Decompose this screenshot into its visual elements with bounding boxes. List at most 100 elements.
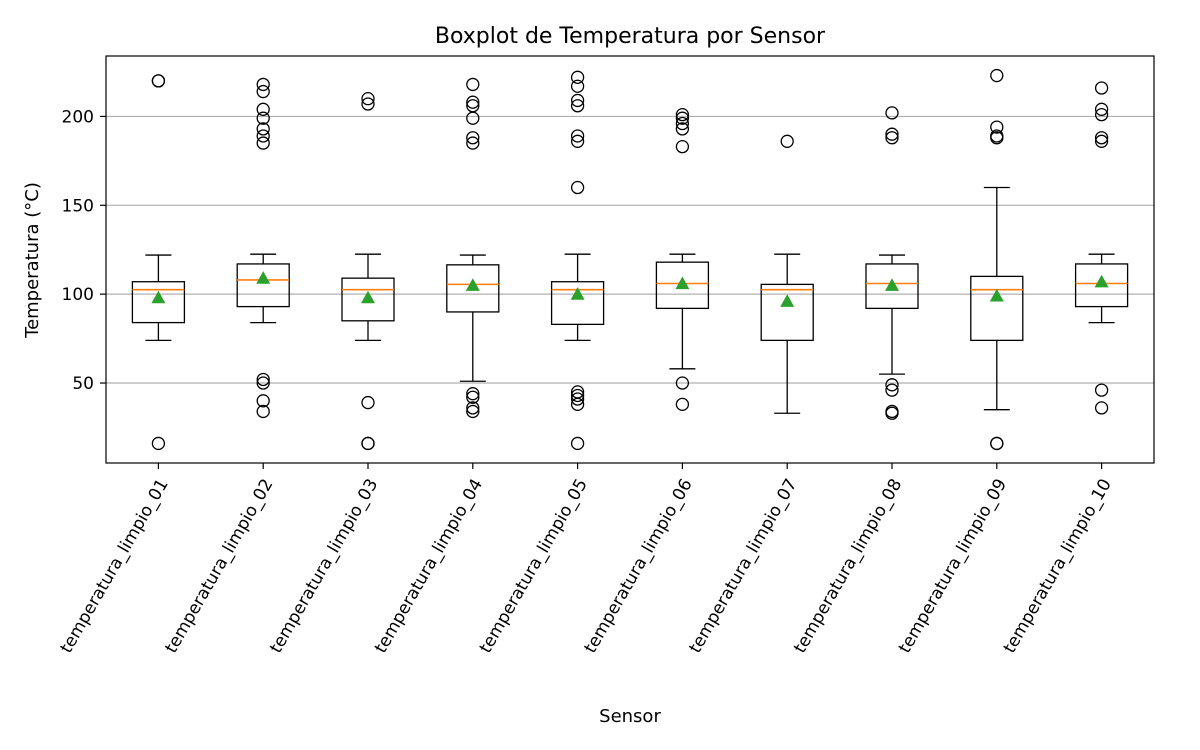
outlier-point [675,108,690,122]
outlier-point [256,84,270,99]
outlier-point [990,436,1004,451]
outlier-point [1094,401,1109,415]
outlier-point [990,120,1004,134]
mean-marker [675,276,690,290]
box-series-09 [970,68,1024,451]
x-tick-label: temperatura_limpio_06 [581,476,697,657]
outlier-point [361,92,375,106]
box-series-05 [550,70,605,451]
box-iqr [865,263,919,310]
box-iqr [760,283,814,342]
x-tick-label: temperatura_limpio_07 [685,476,801,657]
box-series-06 [655,108,710,411]
outlier-point [570,388,585,403]
x-tick-label: temperatura_limpio_10 [1000,476,1116,657]
x-tick-label: temperatura_limpio_08 [790,476,906,657]
outlier-point [466,401,480,415]
box-series-04 [446,77,500,419]
outlier-point [256,129,270,143]
x-tick-label: temperatura_limpio_05 [476,476,592,657]
outlier-point [675,122,690,136]
outlier-point [361,395,375,410]
mean-marker [989,288,1004,302]
outlier-point [990,131,1004,145]
y-axis-label: Temperatura (°C) [22,182,43,339]
outlier-point [570,134,585,148]
outlier-point [151,436,166,451]
y-tick-label: 50 [72,374,94,394]
outlier-point [361,97,375,111]
outlier-point [570,99,585,113]
outlier-point [675,376,690,390]
outlier-point [256,77,270,92]
x-tick-label: temperatura_limpio_01 [57,476,173,657]
outlier-point [256,111,270,125]
outlier-point [466,136,480,150]
outlier-point [256,372,270,387]
box-iqr [1074,263,1129,308]
chart-title: Boxplot de Temperatura por Sensor [435,24,826,49]
mean-marker [885,278,899,291]
outlier-point [466,131,480,145]
mean-marker [465,278,480,291]
outlier-point [466,387,480,401]
x-axis-ticks: temperatura_limpio_01temperatura_limpio_… [57,463,1116,657]
box-series-01 [131,74,186,451]
outlier-point [570,93,585,108]
outlier-point [885,406,899,420]
outlier-point [256,102,270,116]
outlier-point [256,394,270,408]
outlier-point [885,131,899,145]
outlier-point [1094,134,1109,148]
outlier-point [256,376,270,390]
outlier-point [466,77,480,92]
box-series-08 [865,106,919,420]
outlier-point [675,111,690,125]
mean-marker [361,290,375,304]
outlier-point [780,134,794,148]
x-tick-label: temperatura_limpio_02 [161,476,277,657]
outlier-point [570,129,585,143]
outlier-point [885,127,899,141]
outlier-point [570,397,585,411]
y-tick-label: 200 [62,107,94,127]
outlier-point [570,436,585,451]
mean-marker [151,290,166,304]
box-iqr [446,264,500,313]
outlier-point [466,95,480,109]
outlier-point [256,122,270,136]
plot-frame [105,55,1155,464]
outlier-point [466,404,480,419]
outlier-point [570,392,585,406]
y-tick-label: 150 [62,196,94,216]
outlier-point [570,79,585,93]
mean-marker [1094,274,1109,288]
mean-marker [256,271,271,284]
y-tick-label: 100 [62,285,94,305]
outlier-point [1094,108,1109,122]
x-tick-label: temperatura_limpio_04 [371,476,487,657]
box-iqr [970,275,1024,342]
mean-marker [780,294,795,307]
outlier-point [1094,131,1109,145]
x-tick-label: temperatura_limpio_03 [266,476,382,657]
outlier-point [1094,81,1109,95]
box-iqr [655,261,710,310]
x-axis-label: Sensor [599,706,661,727]
y-axis-ticks: 50 100 150 200 [62,107,106,394]
outlier-point [466,111,480,125]
outlier-point [256,136,270,150]
box-iqr [341,277,395,322]
box-series-10 [1074,81,1129,415]
outlier-point [885,383,899,397]
mean-marker [570,287,585,300]
box-series-03 [341,92,395,451]
outlier-point [885,106,899,120]
x-tick-label: temperatura_limpio_09 [895,476,1011,657]
outlier-point [151,74,166,88]
outlier-point [1094,383,1109,397]
outlier-point [570,180,585,195]
grid-layer [106,115,1154,384]
box-iqr [550,281,605,326]
